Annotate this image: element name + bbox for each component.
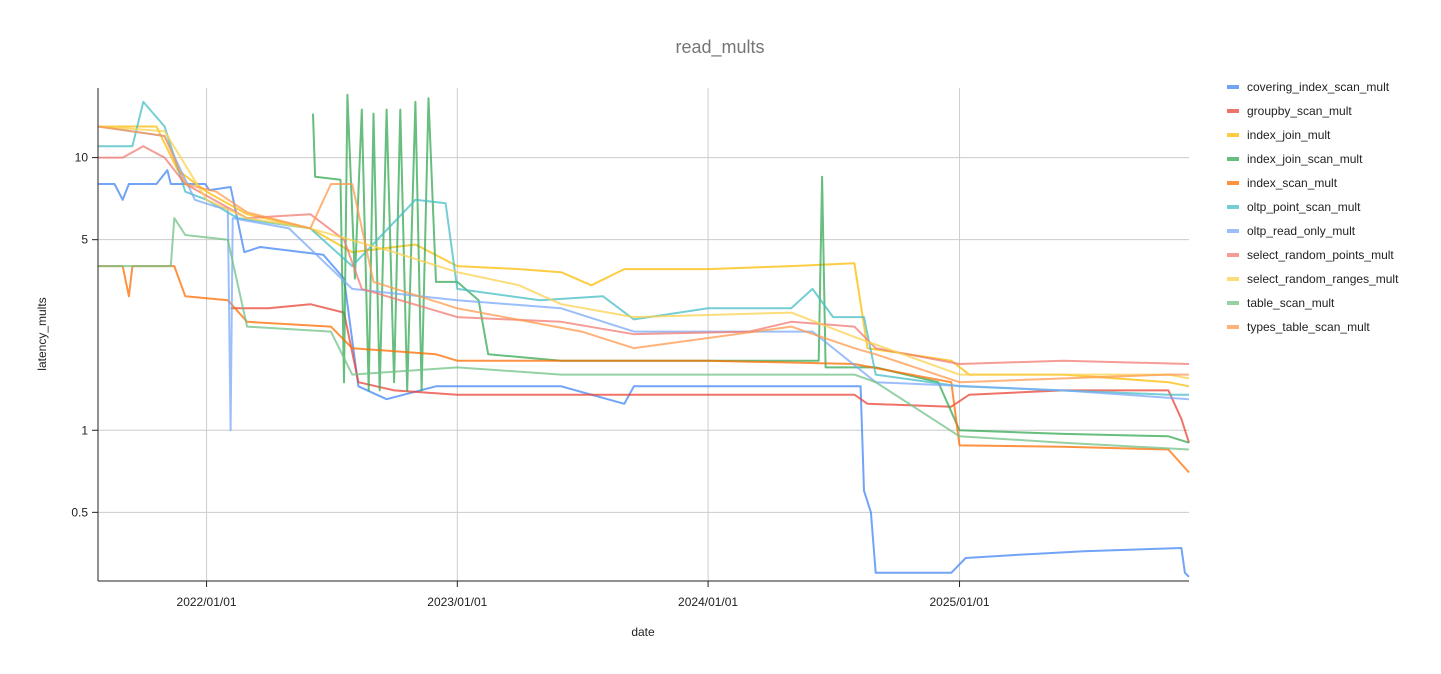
x-tick-label: 2024/01/01 (678, 595, 738, 609)
axis-ticks: 0.5 1 5 10 2022/01/01 2023/01/01 2024/01/01 202… (71, 151, 990, 609)
series-line-table_scan_mult (98, 217, 1190, 451)
x-tick-label: 2022/01/01 (177, 595, 237, 609)
legend-swatch (1227, 85, 1239, 89)
series-line-groupby_scan_mult (230, 303, 1190, 444)
series-line-oltp_read_only_mult (97, 125, 1190, 432)
y-tick-label: 1 (81, 423, 88, 437)
series-lines (97, 93, 1190, 578)
legend-swatch (1227, 157, 1239, 161)
series-line-select_random_points_mult (98, 145, 1190, 365)
legend-swatch (1227, 205, 1239, 209)
legend-label: select_random_ranges_mult (1247, 272, 1399, 286)
x-tick-label: 2025/01/01 (930, 595, 990, 609)
gridlines (98, 88, 1189, 581)
legend: covering_index_scan_mult groupby_scan_mul… (1227, 80, 1399, 334)
series-line-index_scan_mult (98, 265, 1190, 474)
legend-swatch (1227, 133, 1239, 137)
series-line-oltp_point_scan_mult (98, 100, 1189, 396)
legend-swatch (1227, 181, 1239, 185)
legend-label: select_random_points_mult (1247, 248, 1394, 262)
legend-label: covering_index_scan_mult (1247, 80, 1390, 94)
legend-label: table_scan_mult (1247, 296, 1335, 310)
legend-swatch (1227, 253, 1239, 257)
legend-label: oltp_point_scan_mult (1247, 200, 1361, 214)
series-line-select_random_ranges_mult (97, 125, 1190, 380)
x-tick-label: 2023/01/01 (427, 595, 487, 609)
x-axis-label: date (631, 625, 655, 639)
y-tick-label: 0.5 (71, 505, 88, 519)
series-line-index_join_mult (98, 125, 1190, 388)
legend-label: types_table_scan_mult (1247, 320, 1370, 334)
legend-swatch (1227, 325, 1239, 329)
series-line-types_table_scan_mult (97, 125, 1189, 384)
legend-label: index_join_scan_mult (1247, 152, 1363, 166)
legend-label: index_join_mult (1247, 128, 1331, 142)
legend-label: index_scan_mult (1247, 176, 1338, 190)
legend-swatch (1227, 109, 1239, 113)
y-tick-label: 10 (75, 151, 89, 165)
y-axis-label: latency_mults (35, 297, 49, 370)
legend-swatch (1227, 277, 1239, 281)
legend-label: groupby_scan_mult (1247, 104, 1352, 118)
series-line-covering_index_scan_mult (98, 169, 1190, 578)
chart-title: read_mults (675, 37, 764, 58)
legend-label: oltp_read_only_mult (1247, 224, 1356, 238)
legend-swatch (1227, 301, 1239, 305)
y-tick-label: 5 (81, 233, 88, 247)
legend-swatch (1227, 229, 1239, 233)
